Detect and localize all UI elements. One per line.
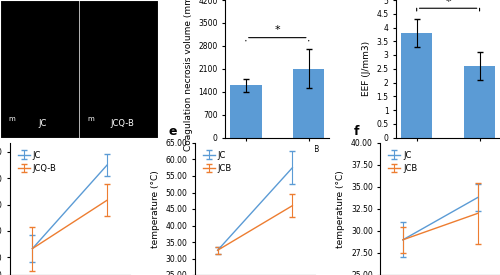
Y-axis label: temperature (°C): temperature (°C): [336, 170, 345, 248]
Legend: JC, JCQ-B: JC, JCQ-B: [14, 147, 60, 176]
Text: JC: JC: [38, 120, 47, 128]
Text: JCQ-B: JCQ-B: [110, 120, 134, 128]
Legend: JC, JCB: JC, JCB: [200, 147, 235, 176]
Bar: [230, 85, 262, 138]
Y-axis label: temperature (°C): temperature (°C): [151, 170, 160, 248]
Text: *: *: [446, 0, 451, 7]
Text: e: e: [169, 125, 177, 138]
Legend: JC, JCB: JC, JCB: [384, 147, 420, 176]
Bar: [464, 66, 496, 138]
Text: *: *: [274, 25, 280, 35]
Y-axis label: Coagulation necrosis volume (mm3): Coagulation necrosis volume (mm3): [184, 0, 192, 151]
Bar: [401, 33, 432, 138]
Bar: [293, 69, 324, 138]
Text: f: f: [354, 125, 360, 138]
Text: m: m: [87, 116, 94, 122]
Text: m: m: [8, 116, 14, 122]
Y-axis label: EEF (J/mm3): EEF (J/mm3): [362, 41, 371, 96]
